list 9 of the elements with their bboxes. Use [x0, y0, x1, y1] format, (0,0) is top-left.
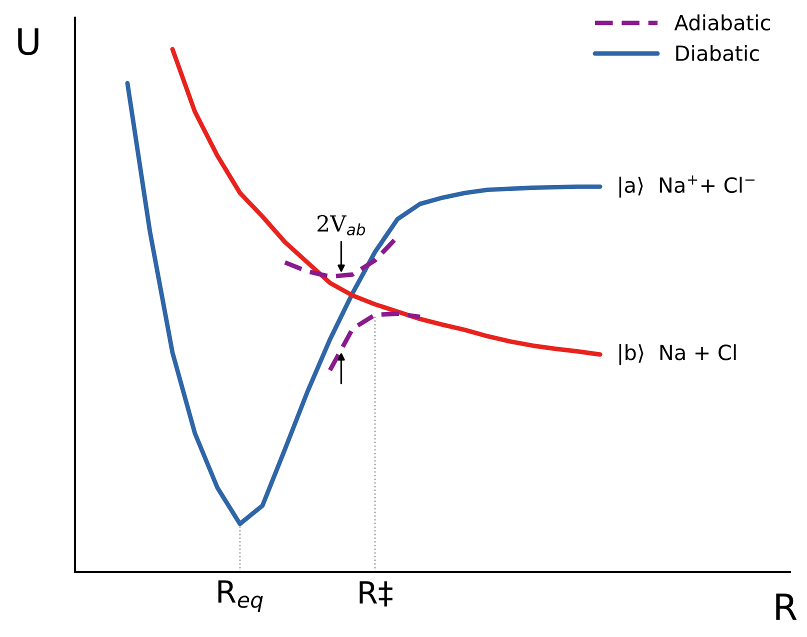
x-tick-label: R‡	[360, 581, 392, 606]
annotation: |b⟩ Na + Cl	[619, 344, 736, 365]
x-axis-title: R	[776, 594, 797, 620]
legend-label: Adiabatic	[674, 14, 770, 31]
annotation: |a⟩ Na$^{+}$+ Cl$^{−}$	[619, 176, 755, 198]
legend-label: Diabatic	[676, 44, 759, 62]
annotation: 2V$_{ab}$	[318, 215, 366, 236]
y-axis-title: U	[18, 28, 38, 56]
x-tick-label: R$_{eq}$	[218, 580, 263, 612]
